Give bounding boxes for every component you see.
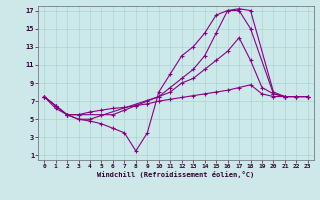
X-axis label: Windchill (Refroidissement éolien,°C): Windchill (Refroidissement éolien,°C): [97, 171, 255, 178]
